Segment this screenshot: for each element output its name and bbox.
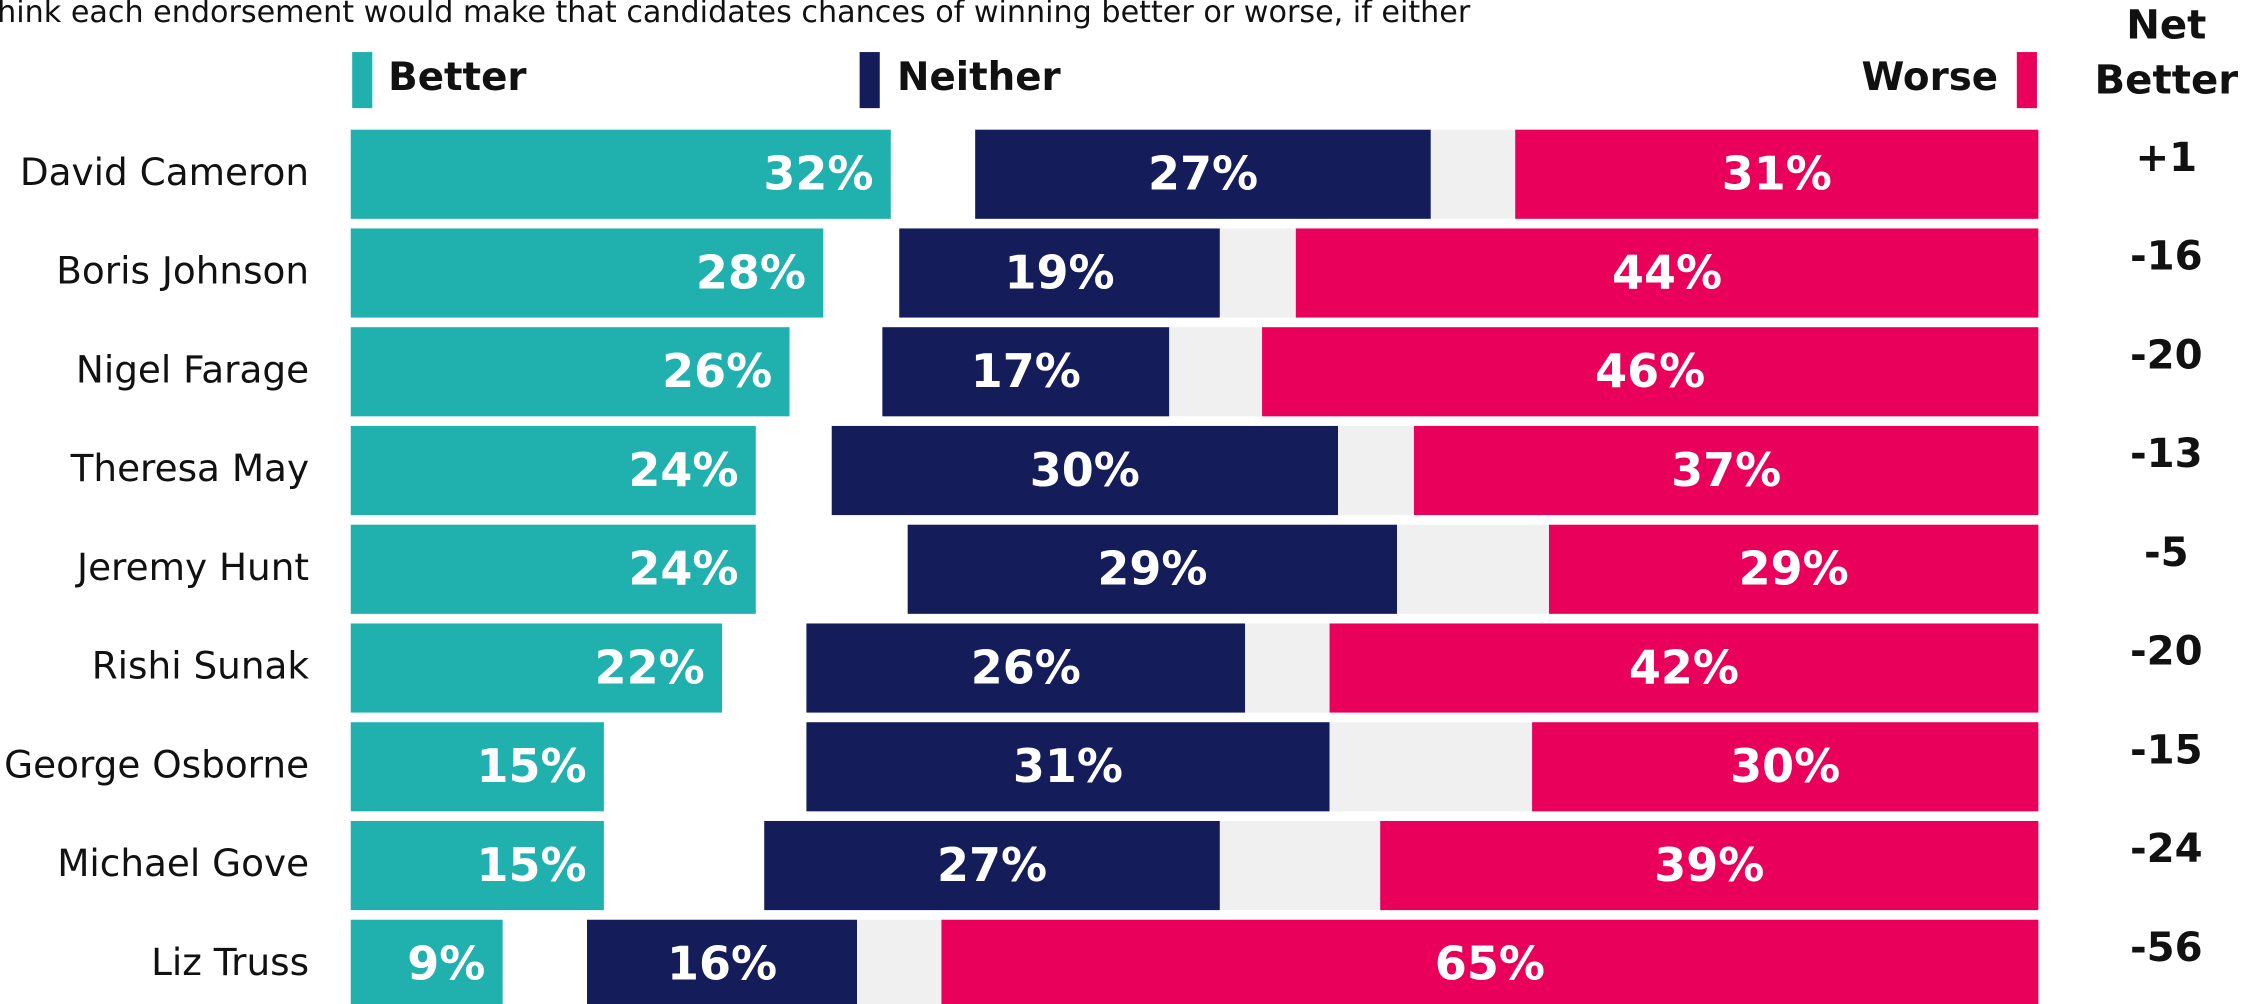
data-label: 26% xyxy=(662,344,772,398)
data-label: 15% xyxy=(477,739,587,793)
net-value: -5 xyxy=(2144,530,2189,576)
bar-better xyxy=(350,623,723,713)
bar-neither xyxy=(907,524,1398,614)
data-label: 31% xyxy=(1722,147,1832,201)
bar-better xyxy=(350,327,790,417)
data-label: 24% xyxy=(628,542,738,596)
data-label: 28% xyxy=(696,245,806,299)
net-value: -56 xyxy=(2130,925,2203,971)
bar-neither xyxy=(806,722,1330,812)
bar-remainder xyxy=(857,919,942,1004)
bar-worse xyxy=(941,919,2039,1004)
bar-better xyxy=(350,129,891,219)
bar-worse xyxy=(1295,228,2039,318)
bar-better xyxy=(350,228,824,318)
bar-worse xyxy=(1548,524,2039,614)
category-label: Jeremy Hunt xyxy=(75,545,309,589)
net-value: -24 xyxy=(2130,826,2203,872)
data-label: 27% xyxy=(1148,147,1258,201)
bar-neither xyxy=(831,425,1339,516)
data-label: 39% xyxy=(1654,838,1764,892)
legend-label: Neither xyxy=(897,55,1062,100)
net-value: -15 xyxy=(2130,727,2203,773)
subtitle: hink each endorsement would make that ca… xyxy=(0,0,1471,30)
data-label: 42% xyxy=(1629,640,1739,694)
bar-neither xyxy=(882,327,1170,417)
data-label: 29% xyxy=(1097,542,1207,596)
bar-worse xyxy=(1262,327,2039,417)
bar-better xyxy=(350,820,604,911)
legend-swatch xyxy=(2016,52,2037,109)
net-value: +1 xyxy=(2135,135,2197,181)
bar-remainder xyxy=(1245,623,1330,713)
category-label: David Cameron xyxy=(20,150,309,194)
bar-neither xyxy=(764,820,1220,911)
bar-worse xyxy=(1413,425,2039,516)
data-label: 37% xyxy=(1671,443,1781,497)
bar-remainder xyxy=(1430,129,1516,219)
data-label: 46% xyxy=(1595,344,1705,398)
bar-remainder xyxy=(1219,820,1381,911)
category-label: Liz Truss xyxy=(151,940,309,984)
net-header: Better xyxy=(2095,57,2239,103)
data-label: 19% xyxy=(1004,245,1114,299)
bar-neither xyxy=(806,623,1246,713)
data-label: 22% xyxy=(595,640,705,694)
data-label: 29% xyxy=(1739,542,1849,596)
bar-worse xyxy=(1515,129,2039,219)
data-label: 26% xyxy=(971,640,1081,694)
legend-label: Worse xyxy=(1862,55,1999,100)
data-label: 24% xyxy=(628,443,738,497)
data-label: 65% xyxy=(1435,937,1545,991)
bar-worse xyxy=(1532,722,2039,812)
category-label: Rishi Sunak xyxy=(92,644,310,688)
category-label: Nigel Farage xyxy=(76,347,309,391)
bar-better xyxy=(350,425,756,516)
data-label: 31% xyxy=(1013,739,1123,793)
data-label: 32% xyxy=(763,147,873,201)
data-label: 16% xyxy=(667,937,777,991)
bar-better xyxy=(350,524,756,614)
data-label: 30% xyxy=(1030,443,1140,497)
net-value: -20 xyxy=(2130,629,2203,675)
net-value: -16 xyxy=(2130,234,2203,280)
legend-swatch xyxy=(352,52,373,109)
bar-remainder xyxy=(1338,425,1414,516)
category-label: Boris Johnson xyxy=(56,249,309,293)
net-header: Net xyxy=(2126,3,2206,49)
bar-neither xyxy=(975,129,1431,219)
net-value: -20 xyxy=(2130,332,2203,378)
category-label: Michael Gove xyxy=(57,841,309,885)
category-label: George Osborne xyxy=(4,742,309,786)
data-label: 17% xyxy=(971,344,1081,398)
legend-label: Better xyxy=(388,55,527,100)
data-label: 27% xyxy=(937,838,1047,892)
bar-better xyxy=(350,919,503,1004)
bar-better xyxy=(350,722,604,812)
bar-worse xyxy=(1380,820,2039,911)
bar-remainder xyxy=(1169,327,1263,417)
bar-remainder xyxy=(1329,722,1533,812)
bar-remainder xyxy=(1219,228,1296,318)
data-label: 44% xyxy=(1612,245,1722,299)
bar-neither xyxy=(899,228,1220,318)
legend-swatch xyxy=(859,52,880,109)
net-value: -13 xyxy=(2130,431,2203,477)
bar-worse xyxy=(1329,623,2039,713)
bar-remainder xyxy=(1397,524,1549,614)
data-label: 9% xyxy=(407,937,485,991)
data-label: 15% xyxy=(477,838,587,892)
bar-neither xyxy=(587,919,858,1004)
data-label: 30% xyxy=(1730,739,1840,793)
category-label: Theresa May xyxy=(70,446,309,490)
